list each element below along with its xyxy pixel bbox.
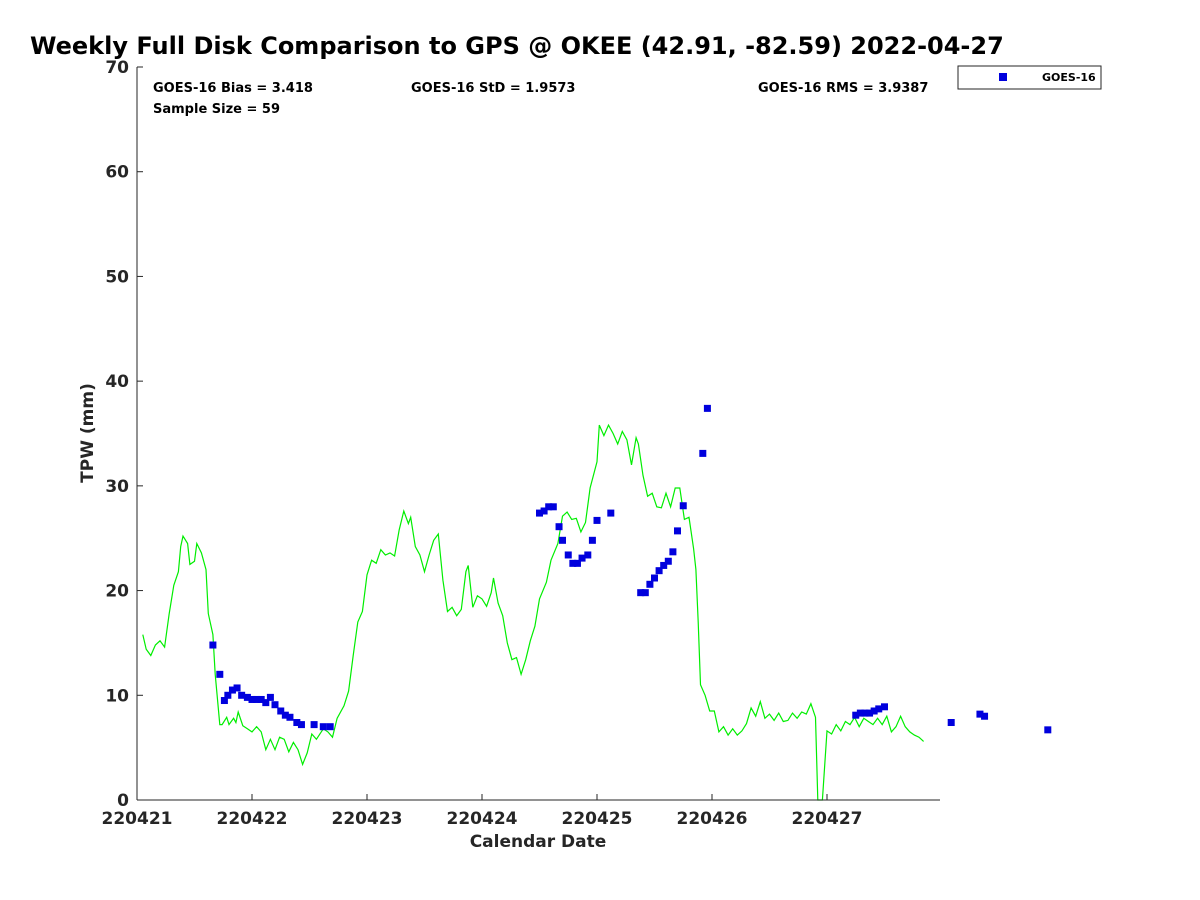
sample-size-stat: Sample Size = 59 xyxy=(153,102,280,117)
goes16-point-28 xyxy=(564,551,572,559)
goes16-point-27 xyxy=(559,536,566,544)
goes16-point-24 xyxy=(545,503,553,511)
goes16-point-34 xyxy=(593,516,601,524)
bias-stat: GOES-16 Bias = 3.418 xyxy=(153,81,313,96)
goes16-point-31 xyxy=(578,554,586,562)
goes16-point-56 xyxy=(976,710,984,718)
x-tick-label-6: 220427 xyxy=(792,809,863,829)
goes16-point-33 xyxy=(588,536,596,544)
goes16-point-52 xyxy=(870,707,878,715)
x-tick-label-2: 220423 xyxy=(332,809,403,829)
goes16-point-30 xyxy=(573,559,581,567)
goes16-point-47 xyxy=(703,404,711,412)
y-tick-label-50: 50 xyxy=(105,267,129,287)
goes16-point-26 xyxy=(555,523,563,531)
goes16-point-45 xyxy=(679,502,687,510)
goes16-point-49 xyxy=(856,709,864,717)
goes16-point-12 xyxy=(266,693,274,701)
goes16-point-40 xyxy=(655,567,663,575)
goes16-point-21 xyxy=(326,723,334,731)
goes16-point-18 xyxy=(297,721,305,729)
legend-label-goes16: GOES-16 xyxy=(1042,71,1096,84)
y-tick-label-30: 30 xyxy=(105,477,129,497)
y-tick-label-10: 10 xyxy=(105,686,129,706)
goes16-point-23 xyxy=(540,507,548,515)
x-axis-label: Calendar Date xyxy=(470,832,607,852)
x-tick-label-1: 220422 xyxy=(217,809,288,829)
goes16-point-54 xyxy=(881,703,888,711)
goes16-point-13 xyxy=(271,701,279,709)
goes16-point-11 xyxy=(262,699,270,707)
goes16-point-46 xyxy=(699,449,707,457)
y-axis-label: TPW (mm) xyxy=(78,383,98,483)
goes16-point-17 xyxy=(293,719,301,727)
goes16-point-19 xyxy=(310,721,318,729)
goes16-point-38 xyxy=(646,580,654,588)
legend: GOES-16 xyxy=(957,65,1102,90)
y-tick-label-70: 70 xyxy=(105,58,129,78)
y-tick-label-20: 20 xyxy=(105,582,129,602)
goes16-point-37 xyxy=(641,589,649,597)
goes16-point-42 xyxy=(664,557,672,565)
goes16-point-39 xyxy=(651,574,658,582)
goes16-point-41 xyxy=(660,561,668,569)
y-tick-label-0: 0 xyxy=(117,791,129,811)
goes16-point-9 xyxy=(253,695,261,703)
goes16-point-55 xyxy=(947,719,955,727)
x-tick-label-5: 220426 xyxy=(677,809,748,829)
std-stat: GOES-16 StD = 1.9573 xyxy=(411,81,575,96)
goes16-point-50 xyxy=(861,709,869,717)
rms-stat: GOES-16 RMS = 3.9387 xyxy=(758,81,928,96)
goes16-point-0 xyxy=(209,641,217,649)
goes16-point-16 xyxy=(286,713,294,721)
gps-line-layer xyxy=(142,423,925,801)
gps-series-line xyxy=(142,423,925,801)
goes16-point-43 xyxy=(669,548,677,556)
goes16-point-53 xyxy=(875,705,883,713)
goes16-point-35 xyxy=(607,509,615,517)
y-ticks-layer: 0 10 20 30 40 50 60 70 xyxy=(105,58,143,811)
chart-title: Weekly Full Disk Comparison to GPS @ OKE… xyxy=(30,32,1004,60)
goes16-point-8 xyxy=(248,695,256,703)
goes16-point-32 xyxy=(584,551,592,559)
goes16-point-29 xyxy=(569,559,577,567)
legend-box xyxy=(957,65,1102,90)
x-tick-label-3: 220424 xyxy=(447,809,518,829)
goes16-point-51 xyxy=(866,709,874,717)
goes16-point-57 xyxy=(981,712,989,720)
y-tick-label-40: 40 xyxy=(105,372,129,392)
goes16-point-1 xyxy=(216,670,224,678)
goes16-point-58 xyxy=(1044,726,1052,734)
x-tick-label-0: 220421 xyxy=(102,809,173,829)
goes16-point-4 xyxy=(228,686,236,694)
goes16-point-44 xyxy=(674,527,681,535)
goes16-point-20 xyxy=(319,723,327,731)
goes16-point-15 xyxy=(281,711,289,719)
x-ticks-layer: 220421 220422 220423 220424 220425 220426 2204… xyxy=(102,794,863,829)
goes16-point-14 xyxy=(277,707,285,715)
x-tick-label-4: 220425 xyxy=(562,809,633,829)
goes-points-layer xyxy=(209,404,1052,734)
goes16-point-7 xyxy=(243,693,251,701)
goes16-point-36 xyxy=(637,589,645,597)
plot-area xyxy=(137,67,940,800)
goes16-point-6 xyxy=(238,691,246,699)
goes16-point-10 xyxy=(257,695,265,703)
goes16-point-2 xyxy=(220,697,228,705)
goes16-point-3 xyxy=(224,691,232,699)
goes16-point-25 xyxy=(549,503,557,511)
goes16-point-22 xyxy=(536,509,543,517)
y-tick-label-60: 60 xyxy=(105,163,129,183)
legend-marker-goes16 xyxy=(999,73,1007,81)
goes16-point-5 xyxy=(233,684,241,692)
goes16-point-48 xyxy=(852,711,860,719)
